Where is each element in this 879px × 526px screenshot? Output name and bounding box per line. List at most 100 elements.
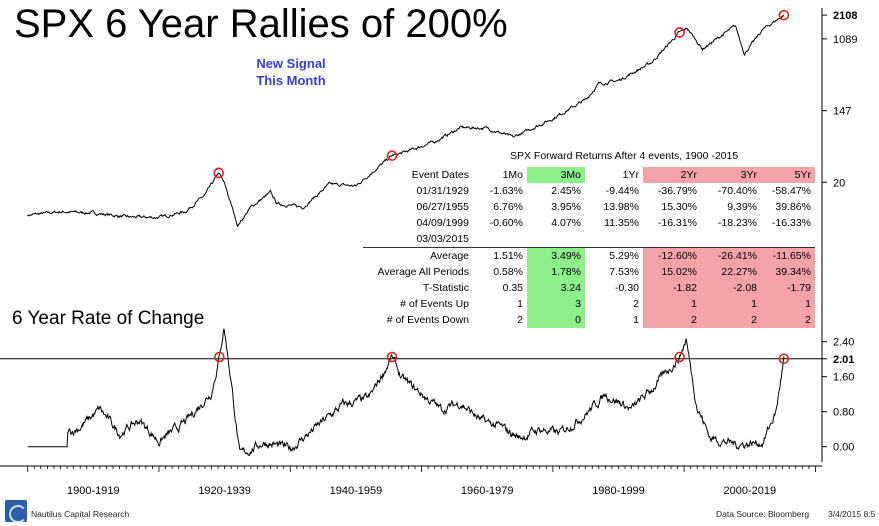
price-y-tick-label-1: 2108: [833, 10, 857, 22]
new-signal-line-2: This Month: [256, 73, 326, 88]
table-cell: -2.08: [701, 279, 761, 296]
summary-row: # of Events Up 1 3 2 1 1 1: [363, 295, 815, 312]
x-period-label-1: 1900-1919: [67, 485, 120, 497]
table-cell: 22.27%: [701, 263, 761, 280]
new-signal-note: New Signal This Month: [236, 55, 346, 89]
table-row: 06/27/1955 6.76% 3.95% 13.98% 15.30% 9.39% 39.…: [363, 199, 815, 215]
table-cell: -12.60%: [643, 246, 701, 264]
table-cell: 1Yr: [622, 169, 639, 182]
price-y-tick-label-2: 1089: [833, 34, 857, 46]
table-cell: -70.40%: [717, 185, 757, 198]
price-panel: [27, 9, 790, 228]
table-cell: 1.78%: [527, 263, 585, 280]
brand-label: Nautilus Capital Research: [31, 509, 130, 519]
table-cell: 3.49%: [527, 246, 585, 264]
table-cell: 1: [761, 295, 815, 312]
table-cell: # of Events Up: [400, 297, 469, 310]
roc-signal-marker-2: [386, 351, 398, 363]
table-cell: 6.76%: [493, 201, 523, 214]
table-cell: 3.24: [527, 279, 585, 296]
chart-title: SPX 6 Year Rallies of 200%: [14, 2, 508, 46]
table-cell: 9.39%: [727, 201, 757, 214]
table-cell: 2: [701, 311, 761, 328]
table-cell: -11.65%: [761, 246, 815, 264]
roc-y-tick-label-2: 2.01: [833, 354, 854, 366]
table-cell: 1.51%: [473, 246, 527, 264]
price-signal-marker-3: [674, 27, 685, 38]
table-cell: [643, 231, 701, 247]
summary-row: Average 1.51% 3.49% 5.29% -12.60% -26.41% -11.…: [363, 246, 815, 264]
x-period-label-6: 2000-2019: [723, 485, 776, 497]
table-cell: 2: [761, 311, 815, 328]
table-cell: [701, 231, 761, 247]
table-cell: 15.30%: [661, 201, 697, 214]
forward-returns-table: Event Dates 1Mo 3Mo 1Yr 2Yr 3Yr 5Yr 01/31/1929 -…: [363, 167, 815, 328]
table-cell: [761, 231, 815, 247]
rate-of-change-panel: [0, 328, 822, 457]
price-y-tick-label-4: 20: [833, 177, 845, 189]
table-cell: -1.82: [643, 279, 701, 296]
table-row: 01/31/1929 -1.63% 2.45% -9.44% -36.79% -70.40…: [363, 183, 815, 199]
table-header-row: Event Dates 1Mo 3Mo 1Yr 2Yr 3Yr 5Yr: [363, 167, 815, 184]
x-period-label-4: 1960-1979: [461, 485, 514, 497]
table-cell: # of Events Down: [386, 313, 469, 326]
table-cell: Average All Periods: [377, 265, 469, 278]
table-cell: 1: [643, 295, 701, 312]
table-cell: 3Yr: [701, 167, 761, 184]
table-cell: -1.63%: [489, 185, 523, 198]
table-title: SPX Forward Returns After 4 events, 1900…: [510, 150, 739, 162]
roc-signal-marker-3: [674, 351, 685, 363]
table-cell: [527, 231, 585, 247]
table-cell: 1: [633, 313, 639, 326]
x-period-label-5: 1980-1999: [592, 485, 645, 497]
table-cell: 2: [517, 313, 523, 326]
table-cell: 5.29%: [585, 246, 643, 264]
price-signal-marker-1: [213, 167, 225, 179]
table-cell: 06/27/1955: [416, 201, 469, 214]
new-signal-line-1: New Signal: [256, 56, 326, 71]
table-cell: [473, 231, 527, 247]
table-cell: 2.45%: [551, 185, 581, 198]
roc-y-tick-label-1: 2.40: [833, 337, 854, 349]
table-cell: 5Yr: [761, 167, 815, 184]
table-row: 03/03/2015: [363, 231, 815, 247]
summary-row: Average All Periods 0.58% 1.78% 7.53% 15.02%…: [363, 263, 815, 280]
table-cell: -58.47%: [771, 185, 811, 198]
table-cell: -26.41%: [701, 246, 761, 264]
table-cell: 0.35: [502, 281, 523, 294]
report-date: 3/4/2015 8:5: [828, 509, 876, 519]
table-cell: Average: [363, 246, 473, 264]
data-source-label: Data Source: Bloomberg: [716, 509, 810, 519]
price-signal-marker-2: [386, 150, 398, 161]
table-cell: 1: [701, 295, 761, 312]
table-cell: -18.23%: [717, 217, 757, 230]
roc-signal-marker-1: [214, 351, 225, 363]
table-cell: -0.60%: [489, 217, 523, 230]
rate-of-change-line: [27, 328, 785, 457]
table-cell: Event Dates: [411, 169, 469, 182]
price-signal-marker-4: [778, 9, 790, 21]
table-cell: 01/31/1929: [416, 185, 469, 198]
table-cell: 13.98%: [603, 201, 639, 214]
table-cell: 2: [643, 311, 701, 328]
table-cell: T-Statistic: [422, 281, 469, 294]
table-cell: 3: [527, 295, 585, 312]
table-cell: 2Yr: [643, 167, 701, 184]
table-row: 04/09/1999 -0.60% 4.07% 11.35% -16.31% -18.23…: [363, 215, 815, 231]
table-cell: -9.44%: [605, 185, 639, 198]
table-cell: -36.79%: [657, 185, 697, 198]
roc-panel-title: 6 Year Rate of Change: [12, 308, 205, 329]
summary-row: # of Events Down 2 0 1 2 2 2: [363, 311, 815, 328]
summary-row: T-Statistic 0.35 3.24 -0.30 -1.82 -2.08 -1.79: [363, 279, 815, 296]
x-period-label-3: 1940-1959: [330, 485, 383, 497]
roc-y-tick-label-3: 1.60: [833, 372, 854, 384]
roc-y-tick-label-5: 0.00: [833, 442, 854, 454]
table-cell: 7.53%: [609, 265, 639, 278]
table-cell: 03/03/2015: [416, 233, 469, 246]
table-cell: 04/09/1999: [416, 217, 469, 230]
table-cell: 1: [517, 297, 523, 310]
table-cell: 3Mo: [527, 167, 585, 184]
spx-price-line: [27, 14, 785, 228]
roc-y-tick-label-4: 0.80: [833, 407, 854, 419]
table-cell: 39.34%: [761, 263, 815, 280]
